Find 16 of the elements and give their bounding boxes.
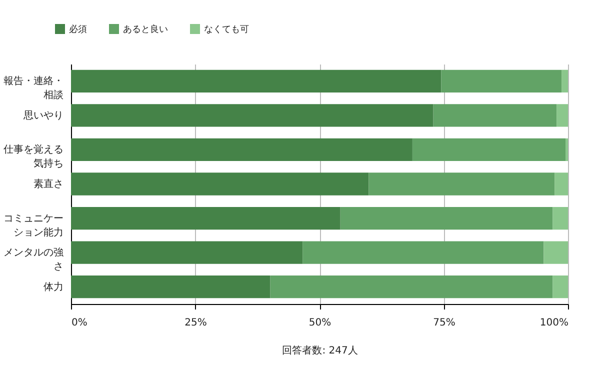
legend-label: なくても可 xyxy=(204,25,249,35)
x-tick-label: 25% xyxy=(184,318,207,328)
x-tick-label: 75% xyxy=(433,318,456,328)
y-tick-label: 思いやり xyxy=(22,110,64,122)
y-tick-label: 仕事を覚える気持ち xyxy=(4,144,64,170)
x-tick-label: 0% xyxy=(72,318,88,328)
y-tick-label: コミュニケーション能力 xyxy=(4,213,64,238)
y-tick-label: 体力 xyxy=(44,280,64,293)
y-tick-label: 報告・連絡・相談 xyxy=(4,75,64,102)
x-axis-title: 回答者数: 247人 xyxy=(282,344,358,356)
y-tick-label: メンタルの強さ xyxy=(4,246,64,273)
x-tick-label: 50% xyxy=(308,318,332,328)
x-tick-label: 100% xyxy=(540,318,568,328)
legend-label: あると良い xyxy=(123,24,168,35)
y-tick-label: 素直さ xyxy=(34,178,64,190)
legend-label: 必須 xyxy=(69,24,87,35)
